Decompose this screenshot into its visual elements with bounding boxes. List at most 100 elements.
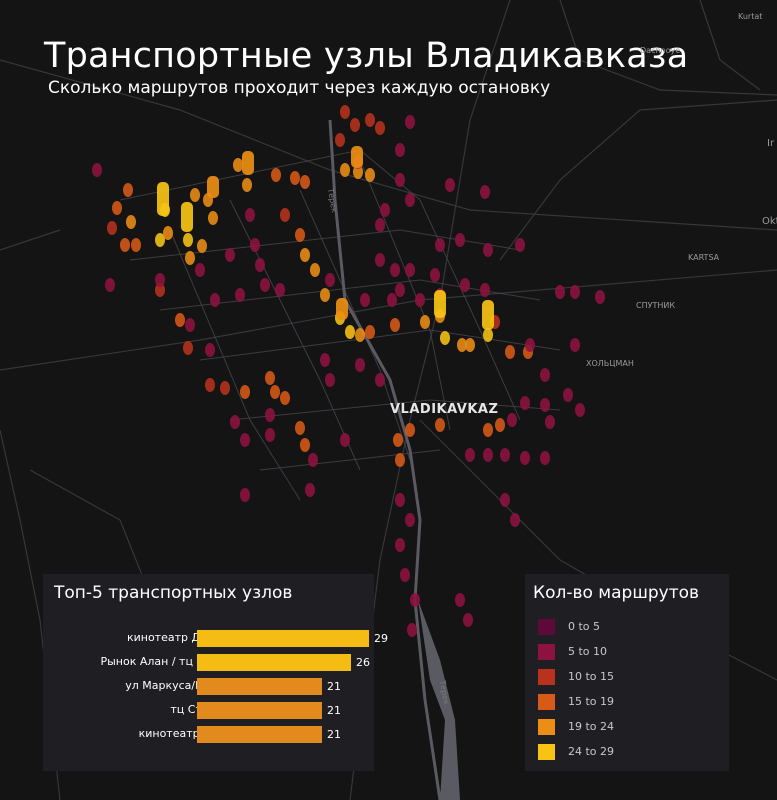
stop-marker: [395, 143, 405, 157]
stop-marker: [225, 248, 235, 262]
legend-label: 5 to 10: [568, 645, 608, 658]
top5-title: Топ-5 транспортных узлов: [54, 583, 293, 603]
place-label-kartsa: KARTSA: [688, 253, 720, 262]
hub-column: [351, 146, 363, 168]
stop-marker: [570, 285, 580, 299]
stop-marker: [395, 493, 405, 507]
legend-label: 10 to 15: [568, 670, 615, 683]
stop-marker: [400, 568, 410, 582]
stop-marker: [245, 208, 255, 222]
stop-marker: [255, 258, 265, 272]
stop-marker: [120, 238, 130, 252]
stop-marker: [340, 433, 350, 447]
stop-marker: [295, 228, 305, 242]
top5-panel: Топ-5 транспортных узлов кинотеатр Дружб…: [43, 574, 388, 771]
stop-marker: [335, 133, 345, 147]
stop-marker: [483, 423, 493, 437]
stop-marker: [131, 238, 141, 252]
stop-marker: [465, 338, 475, 352]
stop-marker: [395, 538, 405, 552]
stop-marker: [185, 251, 195, 265]
stop-marker: [340, 163, 350, 177]
stop-marker: [515, 238, 525, 252]
stop-marker: [290, 171, 300, 185]
stop-marker: [265, 371, 275, 385]
stop-marker: [126, 215, 136, 229]
stop-marker: [390, 318, 400, 332]
stop-marker: [387, 293, 397, 307]
stop-marker: [480, 185, 490, 199]
stop-marker: [465, 448, 475, 462]
hub-column: [207, 176, 219, 198]
stop-marker: [563, 388, 573, 402]
stop-marker: [570, 338, 580, 352]
stop-marker: [540, 451, 550, 465]
top5-row: кинотеатр Дружба 29: [43, 629, 388, 647]
stop-marker: [265, 408, 275, 422]
stop-marker: [175, 313, 185, 327]
top5-row: ул Маркуса/Кирова 21: [43, 677, 374, 695]
stop-marker: [280, 391, 290, 405]
stop-marker: [320, 353, 330, 367]
place-label-okt: Okt: [762, 216, 777, 227]
stop-marker: [240, 488, 250, 502]
stop-marker: [300, 248, 310, 262]
page-title: Транспортные узлы Владикавказа: [44, 36, 689, 76]
legend-swatch: [538, 694, 555, 710]
stop-marker: [430, 268, 440, 282]
stop-marker: [230, 415, 240, 429]
stop-marker: [483, 328, 493, 342]
stop-marker: [545, 415, 555, 429]
stop-marker: [463, 613, 473, 627]
stop-marker: [405, 423, 415, 437]
stop-marker: [355, 358, 365, 372]
stop-marker: [365, 113, 375, 127]
stop-marker: [505, 345, 515, 359]
stop-marker: [455, 233, 465, 247]
stop-marker: [360, 293, 370, 307]
stop-marker: [325, 373, 335, 387]
stop-marker: [300, 175, 310, 189]
stop-marker: [300, 438, 310, 452]
stop-marker: [405, 513, 415, 527]
stop-marker: [123, 183, 133, 197]
legend-label: 24 to 29: [568, 745, 615, 758]
stop-marker: [205, 378, 215, 392]
top5-bar: [197, 678, 322, 695]
stop-marker: [540, 368, 550, 382]
legend-label: 15 to 19: [568, 695, 615, 708]
legend-swatch: [538, 644, 555, 660]
stop-marker: [495, 418, 505, 432]
stop-marker: [163, 226, 173, 240]
stop-marker: [435, 238, 445, 252]
top5-row-value: 21: [327, 680, 341, 693]
stop-marker: [483, 448, 493, 462]
stop-marker: [525, 338, 535, 352]
stop-marker: [308, 453, 318, 467]
stop-marker: [520, 396, 530, 410]
place-label-sputnik: СПУТНИК: [636, 301, 676, 310]
stop-marker: [210, 293, 220, 307]
place-label-dachnoye: Dachnoye: [640, 46, 681, 55]
stop-marker: [240, 385, 250, 399]
stop-marker: [353, 165, 363, 179]
stop-marker: [107, 221, 117, 235]
place-label-ir: Ir: [767, 138, 775, 149]
stop-marker: [415, 293, 425, 307]
stop-marker: [375, 218, 385, 232]
stop-marker: [555, 285, 565, 299]
terek-river: [328, 119, 460, 800]
stop-marker: [345, 325, 355, 339]
stop-marker: [183, 233, 193, 247]
stop-marker: [271, 168, 281, 182]
stop-marker: [460, 278, 470, 292]
stop-marker: [393, 433, 403, 447]
stop-marker: [445, 178, 455, 192]
stop-marker: [405, 193, 415, 207]
stop-marker: [310, 263, 320, 277]
stop-marker: [340, 105, 350, 119]
top5-bar: [197, 726, 322, 743]
stop-marker: [240, 433, 250, 447]
city-label: VLADIKAVKAZ: [390, 402, 499, 417]
legend-swatch: [538, 744, 555, 760]
